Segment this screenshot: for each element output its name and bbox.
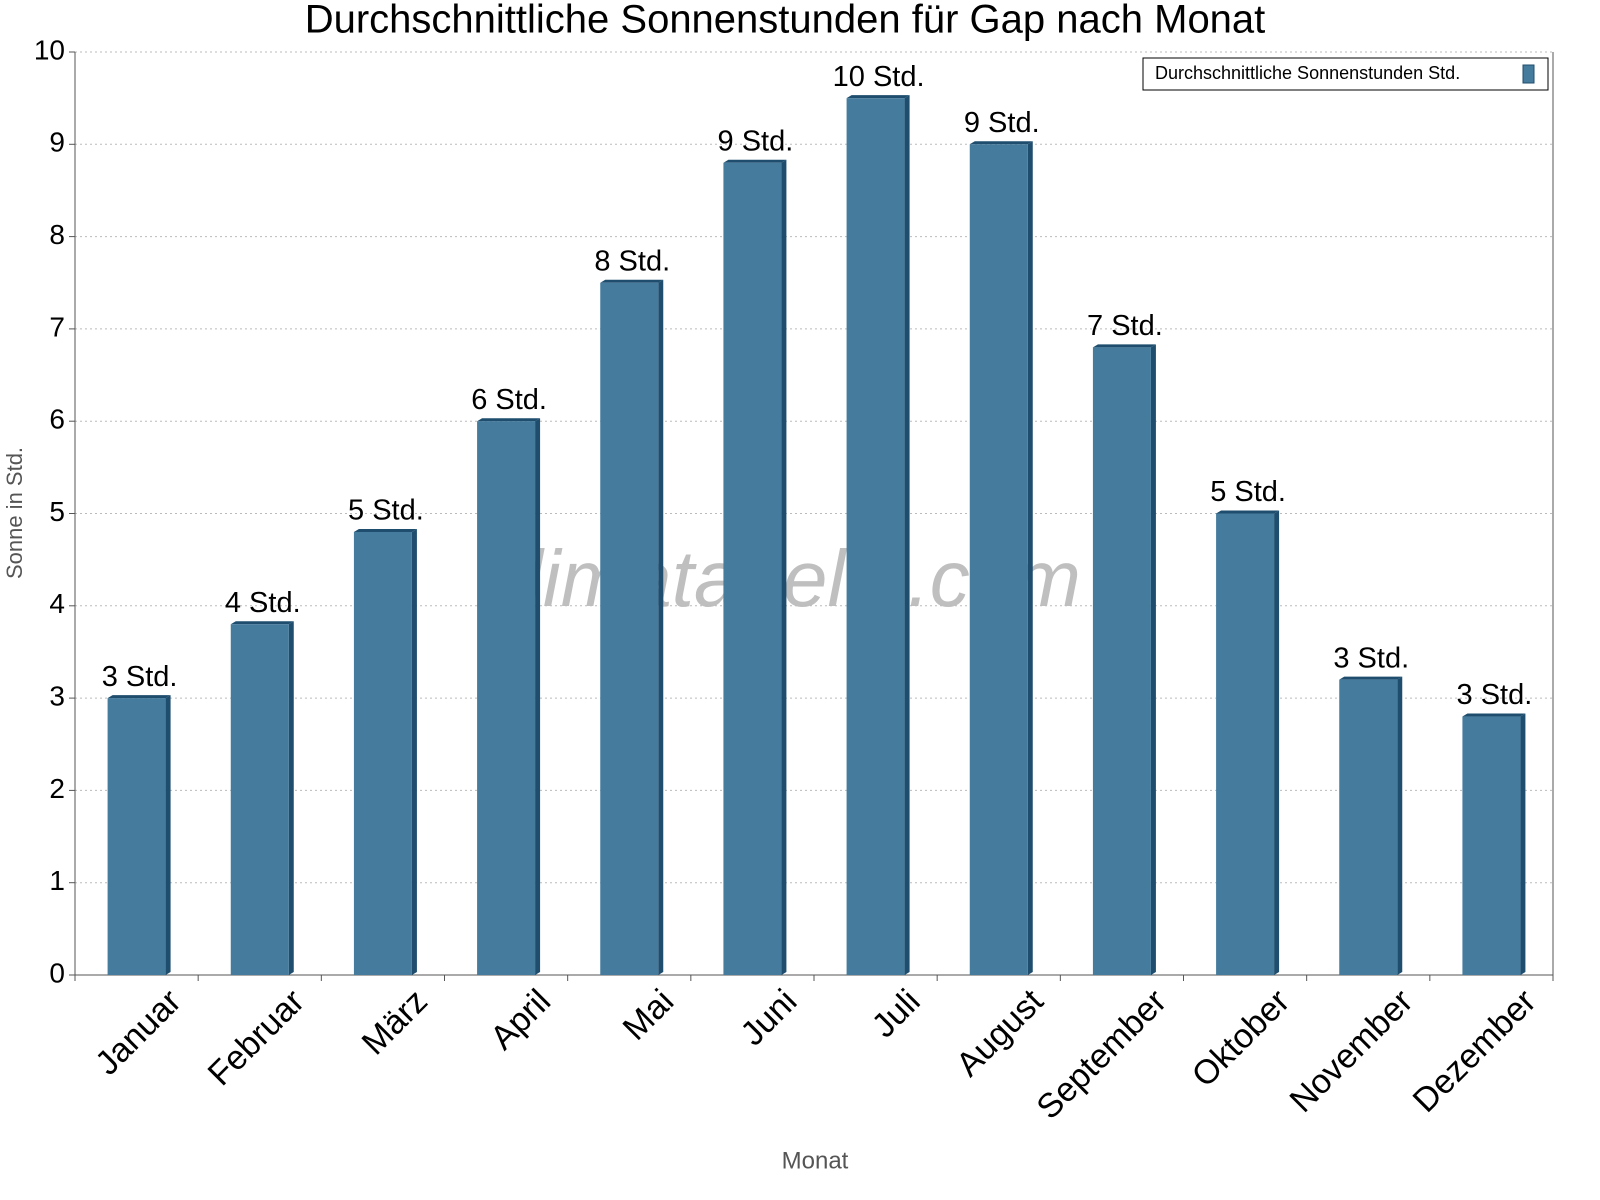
- bar-side: [1397, 676, 1403, 975]
- bar-side: [1150, 344, 1156, 975]
- bar-top: [230, 621, 294, 625]
- y-axis-label: Sonne in Std.: [2, 447, 27, 579]
- bar-top: [1339, 676, 1403, 680]
- value-label: 7 Std.: [1087, 310, 1163, 342]
- bar-top: [969, 141, 1033, 145]
- y-tick-label: 7: [49, 311, 65, 342]
- y-tick-label: 5: [49, 496, 65, 527]
- bar-side: [781, 159, 787, 975]
- y-tick-label: 3: [49, 680, 65, 711]
- bar: [230, 624, 289, 975]
- bar-side: [1274, 510, 1280, 975]
- value-label: 3 Std.: [1333, 642, 1409, 674]
- bar: [1339, 679, 1398, 975]
- bar-side: [1027, 141, 1033, 976]
- bar: [1216, 513, 1275, 975]
- bar-top: [1092, 344, 1156, 348]
- bar: [1092, 347, 1151, 975]
- y-tick-label: 6: [49, 404, 65, 435]
- value-label: 5 Std.: [1210, 476, 1286, 508]
- bar: [353, 531, 412, 975]
- value-label: 6 Std.: [471, 384, 547, 416]
- legend-label: Durchschnittliche Sonnenstunden Std.: [1155, 63, 1460, 83]
- x-tick-label: Januar: [88, 982, 188, 1082]
- bar: [1462, 716, 1521, 975]
- x-tick-label: November: [1282, 982, 1420, 1120]
- value-label: 10 Std.: [833, 61, 925, 93]
- x-tick-label: April: [483, 982, 558, 1057]
- bar-top: [1462, 713, 1526, 717]
- y-tick-label: 1: [49, 865, 65, 896]
- bar: [969, 144, 1028, 976]
- y-tick-label: 8: [49, 219, 65, 250]
- y-tick-label: 4: [49, 588, 65, 619]
- bar-top: [353, 528, 417, 532]
- bar: [477, 421, 536, 975]
- value-label: 8 Std.: [594, 245, 670, 277]
- x-tick-label: September: [1029, 982, 1173, 1126]
- value-label: 9 Std.: [718, 125, 794, 157]
- x-tick-label: Oktober: [1185, 982, 1297, 1094]
- bar: [723, 162, 782, 975]
- value-label: 3 Std.: [1457, 679, 1533, 711]
- bar-side: [288, 621, 294, 975]
- x-tick-label: Dezember: [1406, 982, 1544, 1120]
- value-label: 3 Std.: [102, 661, 178, 693]
- bar-side: [904, 95, 910, 975]
- x-tick-label: August: [949, 982, 1051, 1084]
- bar-top: [1216, 510, 1280, 514]
- value-label: 9 Std.: [964, 107, 1040, 139]
- legend-swatch: [1522, 64, 1535, 84]
- chart-title: Durchschnittliche Sonnenstunden für Gap …: [305, 0, 1266, 42]
- value-label: 4 Std.: [225, 587, 301, 619]
- x-tick-label: Juni: [733, 982, 804, 1053]
- y-tick-label: 0: [49, 957, 65, 988]
- legend-box: [1142, 57, 1549, 91]
- bar: [600, 282, 659, 975]
- bar-top: [846, 95, 910, 99]
- bar-top: [477, 418, 541, 422]
- x-tick-label: März: [355, 982, 435, 1062]
- x-tick-label: Februar: [201, 982, 312, 1093]
- bar-side: [658, 279, 664, 975]
- bar-top: [107, 695, 171, 699]
- x-tick-label: Mai: [616, 982, 682, 1048]
- bar: [107, 698, 166, 975]
- x-axis-label: Monat: [782, 1147, 849, 1174]
- bar-side: [165, 695, 171, 975]
- y-tick-label: 10: [34, 34, 65, 65]
- y-tick-label: 2: [49, 773, 65, 804]
- y-tick-label: 9: [49, 127, 65, 158]
- bar-top: [723, 159, 787, 163]
- bar-side: [411, 528, 417, 975]
- bar: [846, 98, 905, 975]
- bar-top: [600, 279, 664, 283]
- x-tick-label: Juli: [865, 982, 928, 1045]
- bar-side: [1520, 713, 1526, 975]
- value-label: 5 Std.: [348, 495, 424, 527]
- bar-side: [535, 418, 541, 975]
